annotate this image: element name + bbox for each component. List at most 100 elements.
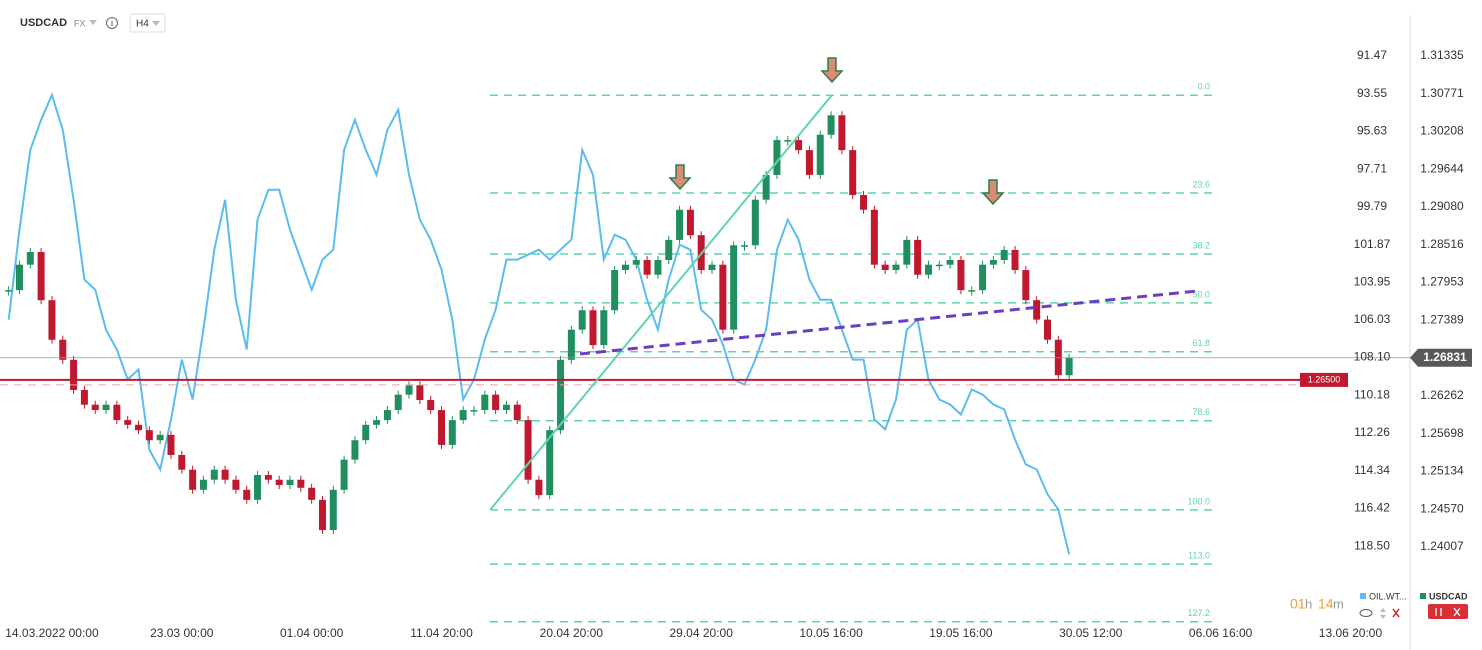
candle-body bbox=[914, 239, 922, 275]
candle-body bbox=[37, 251, 45, 301]
candle-body bbox=[860, 195, 868, 210]
candle-body bbox=[448, 420, 456, 445]
eye-icon[interactable] bbox=[1359, 609, 1373, 617]
candle-body bbox=[643, 260, 651, 275]
fib-label: 50.0 bbox=[1192, 289, 1210, 299]
candle-body bbox=[892, 264, 900, 271]
candle-body bbox=[167, 434, 175, 455]
candle-body bbox=[481, 394, 489, 411]
candle-body bbox=[632, 260, 640, 265]
candle-body bbox=[199, 479, 207, 490]
candle-body bbox=[935, 264, 943, 267]
candle-body bbox=[1033, 300, 1041, 320]
candle-body bbox=[535, 479, 543, 496]
y2-tick-label: 91.47 bbox=[1357, 48, 1387, 62]
candle-body bbox=[621, 264, 629, 271]
candle-body bbox=[924, 264, 932, 275]
candle-body bbox=[870, 209, 878, 265]
candle-body bbox=[838, 115, 846, 151]
x-tick-label: 01.04 00:00 bbox=[280, 626, 344, 640]
candle-body bbox=[416, 385, 424, 401]
y2-tick-label: 112.26 bbox=[1354, 425, 1390, 439]
y2-tick-label: 99.79 bbox=[1357, 199, 1387, 213]
market: FX bbox=[74, 18, 86, 28]
candle-body bbox=[178, 454, 186, 470]
y2-tick-label: 103.95 bbox=[1354, 274, 1391, 288]
countdown-hours: 01 bbox=[1290, 596, 1306, 612]
candle-body bbox=[903, 239, 911, 265]
trend-line bbox=[579, 289, 1198, 356]
y-tick-label: 1.27389 bbox=[1420, 313, 1464, 327]
remove-icon[interactable] bbox=[1392, 608, 1400, 618]
candle-body bbox=[730, 245, 738, 330]
interval: H4 bbox=[136, 19, 149, 30]
dropdown[interactable] bbox=[89, 20, 97, 25]
price-level-label: 1.26500 bbox=[1308, 374, 1341, 384]
candle-body bbox=[124, 420, 132, 425]
y-tick-label: 1.24570 bbox=[1420, 501, 1464, 515]
x-tick-label: 10.05 16:00 bbox=[799, 626, 863, 640]
order-icon[interactable] bbox=[1380, 608, 1386, 619]
candle-body bbox=[524, 420, 532, 480]
legend-label[interactable]: OIL.WT... bbox=[1369, 591, 1407, 601]
candle-body bbox=[557, 359, 565, 431]
fib-label: 113.0 bbox=[1188, 551, 1210, 561]
y-tick-label: 1.25698 bbox=[1420, 426, 1464, 440]
y-tick-label: 1.26262 bbox=[1420, 388, 1464, 402]
y2-tick-label: 101.87 bbox=[1354, 237, 1391, 251]
y-tick-label: 1.31335 bbox=[1420, 48, 1464, 62]
candle-body bbox=[1065, 357, 1073, 376]
candle-body bbox=[405, 385, 413, 395]
candle-body bbox=[135, 424, 143, 431]
fib-label: 127.2 bbox=[1187, 608, 1210, 618]
fib-label: 100.0 bbox=[1187, 496, 1210, 506]
x-tick-label: 19.05 16:00 bbox=[929, 626, 993, 640]
candle-body bbox=[15, 264, 23, 291]
candle-body bbox=[654, 260, 662, 275]
down-arrow bbox=[668, 164, 692, 191]
y2-tick-label: 106.03 bbox=[1354, 312, 1391, 326]
candle-body bbox=[275, 479, 283, 486]
interval-box[interactable] bbox=[129, 13, 166, 33]
candle-body bbox=[189, 469, 197, 490]
y2-tick-label: 116.42 bbox=[1354, 501, 1390, 515]
candle-body bbox=[827, 115, 835, 135]
x-tick-label: 30.05 12:00 bbox=[1059, 626, 1123, 640]
info-icon[interactable] bbox=[106, 17, 118, 29]
symbol[interactable]: USDCAD bbox=[20, 17, 67, 29]
fib-label: 38.2 bbox=[1192, 240, 1210, 250]
y2-tick-label: 114.34 bbox=[1354, 463, 1390, 477]
candle-body bbox=[102, 404, 110, 411]
dropdown bbox=[152, 21, 160, 26]
candle-body bbox=[751, 199, 759, 246]
candle-body bbox=[427, 400, 435, 411]
y2-tick-label: 95.63 bbox=[1357, 124, 1387, 138]
x-tick-label: 14.03.2022 00:00 bbox=[5, 626, 99, 640]
candle-body bbox=[210, 469, 218, 480]
y-tick-label: 1.24007 bbox=[1420, 539, 1464, 553]
candle-body bbox=[578, 310, 586, 330]
candle-body bbox=[784, 140, 792, 142]
countdown-h: h bbox=[1305, 596, 1312, 611]
countdown-m: m bbox=[1333, 596, 1344, 611]
candle-body bbox=[816, 134, 824, 175]
legend-label[interactable]: USDCAD bbox=[1429, 591, 1468, 601]
candle-body bbox=[686, 209, 694, 236]
line-series bbox=[7, 92, 1071, 555]
candle-body bbox=[1011, 249, 1019, 271]
candle-body bbox=[492, 394, 500, 411]
y2-tick-label: 97.71 bbox=[1357, 161, 1387, 175]
candle-body bbox=[394, 394, 402, 411]
candle-body bbox=[59, 339, 67, 360]
candle-body bbox=[243, 489, 251, 500]
candle-body bbox=[308, 487, 316, 500]
down-arrow bbox=[820, 57, 844, 84]
current-price-box bbox=[1410, 348, 1472, 367]
fib-label: 23.6 bbox=[1192, 179, 1210, 189]
candle-body bbox=[600, 310, 608, 346]
x-tick-label: 23.03 00:00 bbox=[150, 626, 214, 640]
candle-body bbox=[762, 174, 770, 200]
settings-button[interactable] bbox=[1428, 604, 1468, 619]
candle-body bbox=[989, 260, 997, 265]
candle-body bbox=[968, 290, 976, 292]
